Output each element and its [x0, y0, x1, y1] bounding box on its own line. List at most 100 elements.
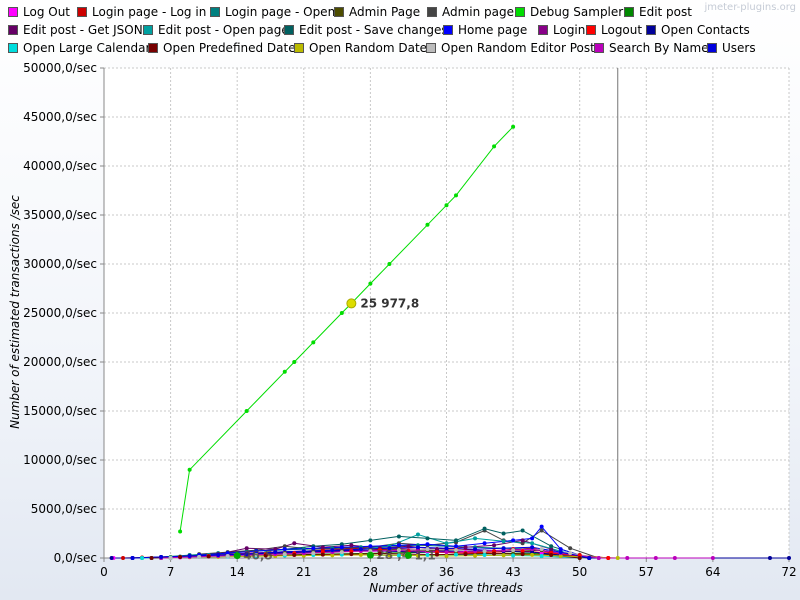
data-point-users — [159, 555, 164, 560]
data-point-open-random-editor-post — [511, 548, 516, 553]
data-point-open-predefined-date — [434, 552, 439, 557]
data-point-debug-sampler — [339, 311, 344, 315]
data-point-debug-sampler — [511, 124, 516, 129]
x-tick-label: 36 — [439, 565, 454, 579]
legend-item-edit-post-save-changes: Edit post - Save changes — [284, 21, 448, 39]
data-point-edit-post-save-changes — [368, 538, 373, 543]
data-point-users — [558, 550, 563, 555]
legend-item-login-page-open: Login page - Open — [210, 3, 335, 21]
legend-swatch — [646, 25, 656, 35]
data-point-home-page — [339, 545, 344, 550]
data-point-open-random-editor-post — [168, 556, 173, 560]
data-point-edit-post-get-json — [244, 546, 249, 551]
data-point-edit-post-save-changes — [482, 526, 487, 531]
data-point-debug-sampler — [282, 369, 287, 374]
data-point-edit-post-save-changes — [520, 528, 525, 533]
data-point-edit-post-get-json — [273, 547, 278, 552]
y-tick-label: 25000,0/sec — [23, 306, 97, 320]
data-point-log-out — [539, 551, 544, 556]
data-point-open-random-editor-post — [454, 548, 459, 553]
data-point-edit-post-get-json — [434, 547, 439, 552]
legend-label: Open Predefined Date — [163, 41, 296, 55]
data-point-search-by-name — [444, 550, 449, 555]
data-point-debug-sampler — [311, 340, 316, 345]
legend-swatch — [77, 7, 87, 17]
data-point-debug-sampler — [425, 222, 430, 227]
data-point-debug-sampler — [387, 262, 392, 266]
y-tick-label: 50000,0/sec — [23, 61, 97, 75]
data-point-open-random-editor-post — [396, 548, 401, 553]
y-tick-label: 0,0/sec — [54, 551, 97, 565]
legend-label: Admin Page — [349, 5, 421, 19]
legend-label: Login — [553, 23, 586, 37]
data-point-open-random-date — [358, 552, 363, 557]
data-point-edit-post-open-page — [415, 532, 420, 537]
y-tick-label: 30000,0/sec — [23, 257, 97, 271]
data-point-debug-sampler — [454, 193, 459, 198]
data-point-open-random-editor-post — [311, 551, 316, 556]
data-point-search-by-name — [596, 556, 601, 560]
legend-label: Open Contacts — [661, 23, 750, 37]
x-tick-label: 57 — [639, 565, 654, 579]
axes: 0,0/sec 5000,0/sec 10000,0/sec 15000,0/sec 2… — [23, 61, 797, 579]
data-point-users — [415, 545, 420, 550]
x-tick-label: 0 — [100, 565, 108, 579]
legend-label: Open Large Calendar — [23, 41, 151, 55]
data-point-open-predefined-date — [349, 552, 354, 557]
x-axis-title: Number of active threads — [369, 581, 523, 595]
data-point-users — [387, 546, 392, 551]
data-point-edit-post-get-json — [549, 547, 554, 552]
data-point-open-random-date — [501, 553, 506, 558]
data-point-users — [301, 549, 306, 554]
legend-swatch — [594, 43, 604, 53]
legend-swatch — [443, 25, 453, 35]
callout-value-label: 1,1 — [414, 548, 435, 562]
data-point-edit-post-save-changes — [501, 531, 506, 536]
x-tick-label: 64 — [705, 565, 720, 579]
x-tick-label: 28 — [363, 565, 378, 579]
data-point-open-random-editor-post — [568, 551, 573, 556]
legend-swatch — [586, 25, 596, 35]
data-point-edit-post-open-page — [530, 541, 535, 546]
series-line-home-page — [199, 525, 590, 559]
data-point-open-predefined-date — [149, 556, 154, 560]
data-point-users — [530, 545, 535, 550]
x-tick-label: 7 — [167, 565, 175, 579]
data-point-edit-post-get-json — [492, 543, 497, 548]
legend-label: Edit post - Open page — [158, 23, 289, 37]
data-point-open-large-calendar — [511, 553, 516, 558]
data-point-open-random-editor-post — [254, 553, 259, 558]
data-point-edit-post-get-json — [292, 541, 297, 546]
data-point-home-page — [396, 543, 401, 548]
data-point-edit-post-get-json — [406, 544, 411, 549]
data-point-open-random-date — [473, 553, 478, 558]
data-point-open-predefined-date — [178, 555, 183, 560]
series-line-open-random-date — [161, 554, 618, 559]
legend-swatch — [143, 25, 153, 35]
data-point-home-page — [282, 547, 287, 552]
legend-label: Edit post — [639, 5, 692, 19]
legend-item-open-large-calendar: Open Large Calendar — [8, 39, 150, 57]
data-point-home-page — [425, 542, 430, 547]
legend-swatch — [624, 7, 634, 17]
data-point-open-random-date — [330, 553, 335, 558]
y-axis-title: Number of estimated transactions /sec — [8, 195, 22, 429]
data-point-home-page — [454, 544, 459, 549]
data-point-users — [244, 552, 249, 557]
callout-point — [366, 551, 374, 559]
data-point-search-by-name — [415, 549, 420, 554]
data-point-users — [501, 546, 506, 551]
data-point-edit-post-save-changes — [396, 534, 401, 539]
data-point-open-large-calendar — [539, 554, 544, 559]
data-point-home-page — [530, 536, 535, 541]
x-tick-label: 43 — [505, 565, 520, 579]
legend-item-debug-sampler: Debug Sampler — [515, 3, 623, 21]
data-point-users — [187, 554, 192, 559]
legend-label: Search By Name — [609, 41, 709, 55]
annotations: 25 977,8 46,5 28 ,4 1,1 — [233, 296, 436, 563]
data-point-open-random-date — [558, 554, 563, 559]
data-point-edit-post-save-changes — [549, 544, 554, 549]
data-point-search-by-name — [625, 556, 630, 560]
legend-item-admin-page: Admin Page — [334, 3, 420, 21]
